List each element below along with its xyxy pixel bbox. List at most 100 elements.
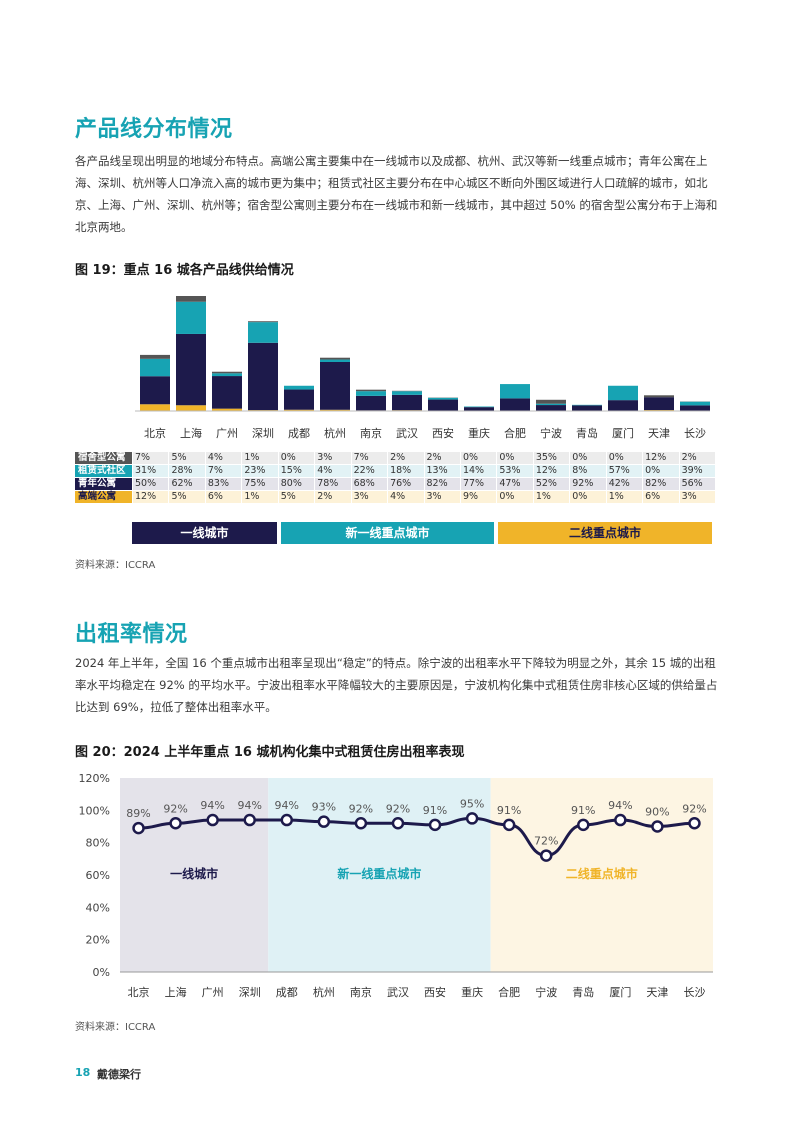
x-tick-label: 长沙 — [683, 986, 705, 999]
y-tick-label: 60% — [86, 869, 110, 882]
table-cell: 77% — [459, 478, 497, 490]
table-cell: 4% — [387, 491, 424, 503]
x-tick-label: 杭州 — [313, 985, 335, 999]
table-cell: 31% — [132, 465, 169, 477]
table-cell: 22% — [350, 465, 388, 477]
table-cell: 80% — [277, 478, 315, 490]
figure-19-data-table: 宿舍型公寓 7% 5% 4% 1% 0% 3% 7% 2% 2% 0% 0% 35% 0% 0% 12% 2% 租… — [75, 451, 715, 504]
data-label: 72% — [534, 835, 558, 848]
bar-segment-3-3 — [248, 321, 278, 323]
x-tick-label: 青岛 — [572, 985, 594, 999]
table-row-header: 宿舍型公寓 — [75, 452, 132, 464]
bar-segment-0-2 — [212, 408, 242, 411]
x-tick-label: 深圳 — [239, 986, 261, 999]
x-tick-label: 北京 — [128, 985, 150, 999]
bar-segment-1-12 — [572, 405, 602, 411]
bar-segment-1-5 — [320, 361, 350, 410]
region-band — [120, 778, 269, 972]
table-cell: 1% — [241, 491, 278, 503]
x-tick-label: 天津 — [648, 427, 670, 440]
table-cell: 0% — [642, 465, 679, 477]
bar-segment-2-6 — [356, 391, 386, 396]
table-cell: 28% — [168, 465, 205, 477]
table-cell: 2% — [423, 452, 460, 464]
table-cell: 0% — [496, 452, 533, 464]
figure-19-title: 图 19：重点 16 城各产品线供给情况 — [75, 263, 294, 278]
table-cell: 52% — [532, 478, 570, 490]
figure-19-source: 资料来源：ICCRA — [75, 560, 156, 571]
figure-20-source: 资料来源：ICCRA — [75, 1022, 156, 1033]
data-point — [317, 815, 331, 828]
data-point — [243, 813, 256, 827]
region-label: 二线重点城市 — [566, 866, 638, 881]
table-cell: 6% — [204, 491, 242, 503]
table-cell: 12% — [642, 452, 679, 464]
table-cell: 0% — [496, 491, 533, 503]
bar-segment-1-4 — [284, 389, 314, 410]
region-label: 一线城市 — [170, 866, 218, 881]
section-title-occupancy: 出租率情况 — [75, 622, 188, 647]
data-label: 91% — [571, 804, 595, 817]
x-tick-label: 青岛 — [576, 426, 598, 440]
table-cell: 0% — [277, 452, 315, 464]
bar-segment-2-15 — [680, 401, 710, 406]
table-cell: 9% — [459, 491, 497, 503]
table-cell: 2% — [678, 452, 715, 464]
table-row: 宿舍型公寓 7% 5% 4% 1% 0% 3% 7% 2% 2% 0% 0% 35% 0% 0% 12% 2% — [75, 452, 715, 464]
data-point — [502, 818, 516, 832]
table-cell: 7% — [350, 452, 388, 464]
x-tick-label: 杭州 — [324, 426, 346, 440]
table-cell: 56% — [678, 478, 715, 490]
x-tick-label: 上海 — [180, 426, 202, 440]
x-tick-label: 北京 — [144, 426, 166, 440]
bar-segment-3-11 — [536, 399, 566, 404]
bar-segment-3-14 — [644, 395, 674, 398]
table-cell: 4% — [204, 452, 242, 464]
table-cell: 47% — [496, 478, 533, 490]
bar-segment-0-5 — [320, 409, 350, 411]
table-cell: 12% — [132, 491, 169, 503]
table-cell: 42% — [605, 478, 643, 490]
bar-segment-1-15 — [680, 405, 710, 411]
table-row-header: 青年公寓 — [75, 478, 132, 490]
table-cell: 68% — [350, 478, 388, 490]
occupancy-line: 89% 92% 94% 94% 94% 93% 92% 92% 91% 95% 91% 72% 91% 9… — [126, 797, 707, 862]
legend-item: 新一线重点城市 — [281, 522, 494, 544]
bar-segment-1-2 — [212, 376, 242, 409]
x-tick-label: 武汉 — [396, 427, 418, 440]
table-cell: 13% — [423, 465, 460, 477]
table-cell: 3% — [678, 491, 715, 503]
data-point — [428, 818, 442, 832]
bar-segment-1-3 — [248, 342, 278, 411]
x-tick-label: 重庆 — [461, 985, 483, 999]
bar-segment-2-9 — [464, 406, 494, 408]
bar-segment-1-10 — [500, 398, 530, 411]
x-tick-label: 南京 — [360, 426, 382, 440]
data-point — [539, 849, 553, 862]
table-row-header: 高端公寓 — [75, 491, 132, 503]
x-tick-label: 成都 — [276, 986, 298, 999]
table-cell: 5% — [277, 491, 315, 503]
table-cell: 0% — [569, 452, 606, 464]
bar-segment-1-13 — [608, 400, 638, 411]
table-cell: 57% — [605, 465, 643, 477]
occupancy-series-line — [138, 816, 695, 858]
bar-segment-3-6 — [356, 389, 386, 392]
x-tick-label: 长沙 — [684, 427, 706, 440]
x-tick-label: 厦门 — [609, 985, 631, 999]
x-tick-label: 广州 — [202, 986, 224, 999]
data-label: 91% — [423, 804, 447, 817]
x-tick-label: 宁波 — [535, 985, 557, 999]
data-label: 95% — [460, 797, 484, 810]
table-cell: 7% — [204, 465, 242, 477]
x-tick-label: 南京 — [350, 985, 372, 999]
y-tick-label: 100% — [79, 804, 110, 817]
x-tick-label: 成都 — [288, 427, 310, 440]
table-cell: 78% — [314, 478, 351, 490]
data-label: 92% — [386, 802, 410, 815]
data-point — [354, 817, 368, 830]
data-point — [169, 817, 182, 830]
table-cell: 12% — [532, 465, 570, 477]
table-cell: 6% — [642, 491, 679, 503]
table-row: 租赁式社区 31% 28% 7% 23% 15% 4% 22% 18% 13% 14% 53% 12% 8… — [75, 465, 715, 477]
